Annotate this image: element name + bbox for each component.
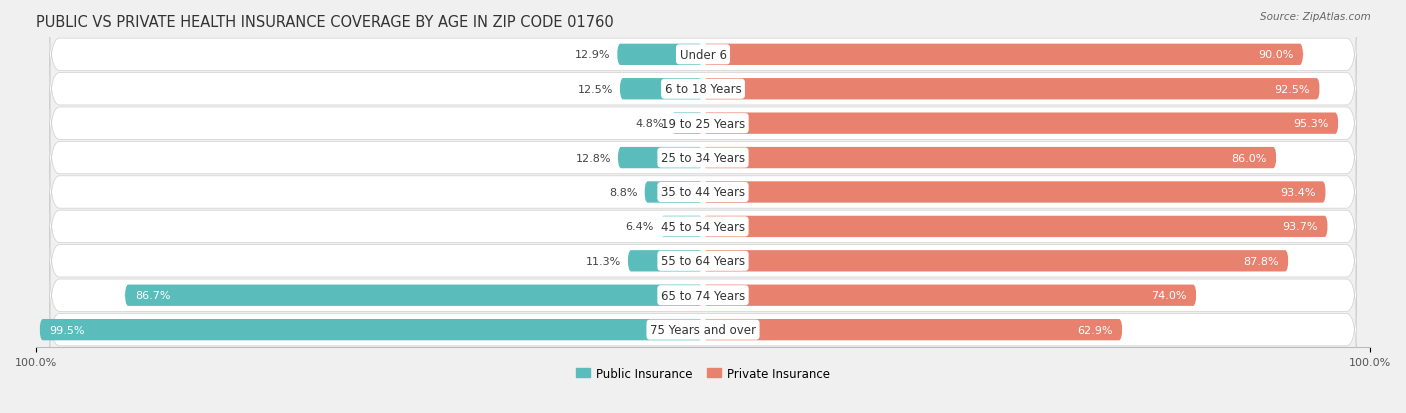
FancyBboxPatch shape: [49, 294, 1357, 365]
Legend: Public Insurance, Private Insurance: Public Insurance, Private Insurance: [571, 362, 835, 385]
Text: 6 to 18 Years: 6 to 18 Years: [665, 83, 741, 96]
Text: 11.3%: 11.3%: [586, 256, 621, 266]
FancyBboxPatch shape: [661, 216, 703, 237]
Text: 74.0%: 74.0%: [1152, 290, 1187, 301]
FancyBboxPatch shape: [49, 88, 1357, 159]
FancyBboxPatch shape: [644, 182, 703, 203]
Text: 86.7%: 86.7%: [135, 290, 170, 301]
FancyBboxPatch shape: [703, 285, 1197, 306]
Text: 12.5%: 12.5%: [578, 85, 613, 95]
Text: 92.5%: 92.5%: [1274, 85, 1310, 95]
FancyBboxPatch shape: [49, 20, 1357, 90]
Text: 86.0%: 86.0%: [1232, 153, 1267, 163]
Text: 65 to 74 Years: 65 to 74 Years: [661, 289, 745, 302]
FancyBboxPatch shape: [703, 79, 1320, 100]
FancyBboxPatch shape: [125, 285, 703, 306]
FancyBboxPatch shape: [49, 123, 1357, 194]
FancyBboxPatch shape: [703, 216, 1327, 237]
Text: PUBLIC VS PRIVATE HEALTH INSURANCE COVERAGE BY AGE IN ZIP CODE 01760: PUBLIC VS PRIVATE HEALTH INSURANCE COVER…: [37, 15, 614, 30]
FancyBboxPatch shape: [617, 147, 703, 169]
Text: 12.8%: 12.8%: [575, 153, 612, 163]
Text: 25 to 34 Years: 25 to 34 Years: [661, 152, 745, 165]
Text: Under 6: Under 6: [679, 49, 727, 62]
Text: 75 Years and over: 75 Years and over: [650, 323, 756, 336]
FancyBboxPatch shape: [49, 226, 1357, 297]
FancyBboxPatch shape: [703, 113, 1339, 135]
Text: 93.4%: 93.4%: [1281, 188, 1316, 197]
FancyBboxPatch shape: [671, 113, 703, 135]
Text: Source: ZipAtlas.com: Source: ZipAtlas.com: [1260, 12, 1371, 22]
Text: 90.0%: 90.0%: [1258, 50, 1294, 60]
FancyBboxPatch shape: [39, 319, 703, 340]
FancyBboxPatch shape: [49, 54, 1357, 125]
Text: 55 to 64 Years: 55 to 64 Years: [661, 255, 745, 268]
Text: 4.8%: 4.8%: [636, 119, 664, 129]
Text: 62.9%: 62.9%: [1077, 325, 1112, 335]
Text: 99.5%: 99.5%: [49, 325, 84, 335]
FancyBboxPatch shape: [620, 79, 703, 100]
FancyBboxPatch shape: [703, 45, 1303, 66]
FancyBboxPatch shape: [627, 251, 703, 272]
FancyBboxPatch shape: [703, 147, 1277, 169]
Text: 93.7%: 93.7%: [1282, 222, 1317, 232]
FancyBboxPatch shape: [49, 157, 1357, 228]
Text: 35 to 44 Years: 35 to 44 Years: [661, 186, 745, 199]
Text: 12.9%: 12.9%: [575, 50, 610, 60]
FancyBboxPatch shape: [49, 192, 1357, 262]
Text: 45 to 54 Years: 45 to 54 Years: [661, 221, 745, 233]
FancyBboxPatch shape: [49, 260, 1357, 331]
Text: 95.3%: 95.3%: [1294, 119, 1329, 129]
FancyBboxPatch shape: [703, 319, 1122, 340]
Text: 8.8%: 8.8%: [609, 188, 638, 197]
FancyBboxPatch shape: [703, 182, 1326, 203]
FancyBboxPatch shape: [617, 45, 703, 66]
FancyBboxPatch shape: [703, 251, 1288, 272]
Text: 6.4%: 6.4%: [626, 222, 654, 232]
Text: 87.8%: 87.8%: [1243, 256, 1278, 266]
Text: 19 to 25 Years: 19 to 25 Years: [661, 117, 745, 131]
